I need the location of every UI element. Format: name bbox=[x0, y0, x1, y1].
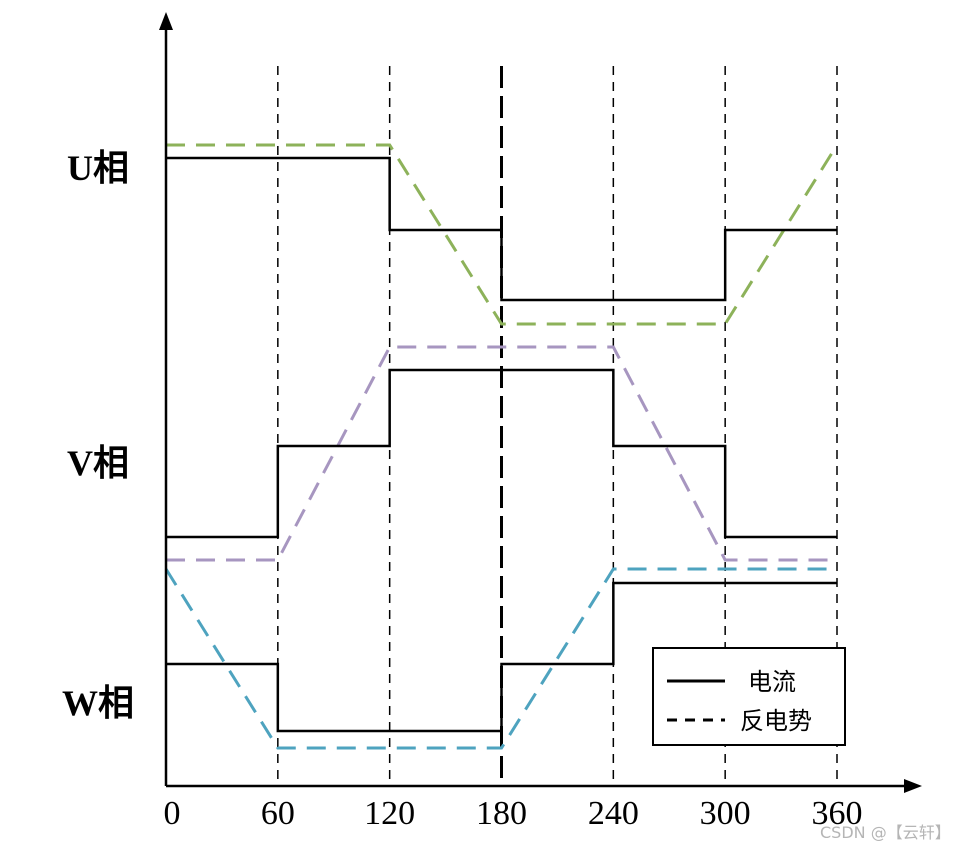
axes bbox=[159, 12, 922, 793]
current-line-phase-3 bbox=[166, 581, 837, 733]
back-emf-line-phase-1 bbox=[166, 143, 839, 326]
legend: 电流 反电势 bbox=[652, 647, 846, 746]
series-group bbox=[164, 143, 839, 750]
back-emf-line-phase-3 bbox=[164, 567, 837, 750]
phase-labels: U相 V相 W相 bbox=[62, 148, 134, 723]
x-tick-labels: 0 60 120 180 240 300 360 bbox=[164, 795, 863, 832]
current-line-phase-2 bbox=[166, 368, 837, 539]
y-axis-arrow bbox=[159, 12, 173, 30]
back-emf-line-phase-2 bbox=[166, 345, 837, 562]
x-tick-label-300: 300 bbox=[700, 795, 751, 832]
x-tick-label-0: 0 bbox=[164, 795, 181, 832]
x-tick-label-240: 240 bbox=[588, 795, 639, 832]
phase-label-1: U相 bbox=[67, 148, 129, 188]
phase-label-3: W相 bbox=[62, 683, 134, 723]
x-tick-label-180: 180 bbox=[476, 795, 527, 832]
x-tick-label-360: 360 bbox=[812, 795, 863, 832]
phase-label-2: V相 bbox=[67, 443, 129, 483]
x-tick-label-60: 60 bbox=[261, 795, 295, 832]
legend-label-current: 电流 bbox=[748, 668, 796, 696]
legend-label-back-emf: 反电势 bbox=[740, 707, 812, 735]
current-line-phase-1 bbox=[166, 156, 837, 302]
watermark: CSDN @【云轩】 bbox=[820, 823, 951, 842]
legend-box bbox=[652, 647, 846, 746]
x-tick-label-120: 120 bbox=[364, 795, 415, 832]
x-axis-arrow bbox=[904, 779, 922, 793]
